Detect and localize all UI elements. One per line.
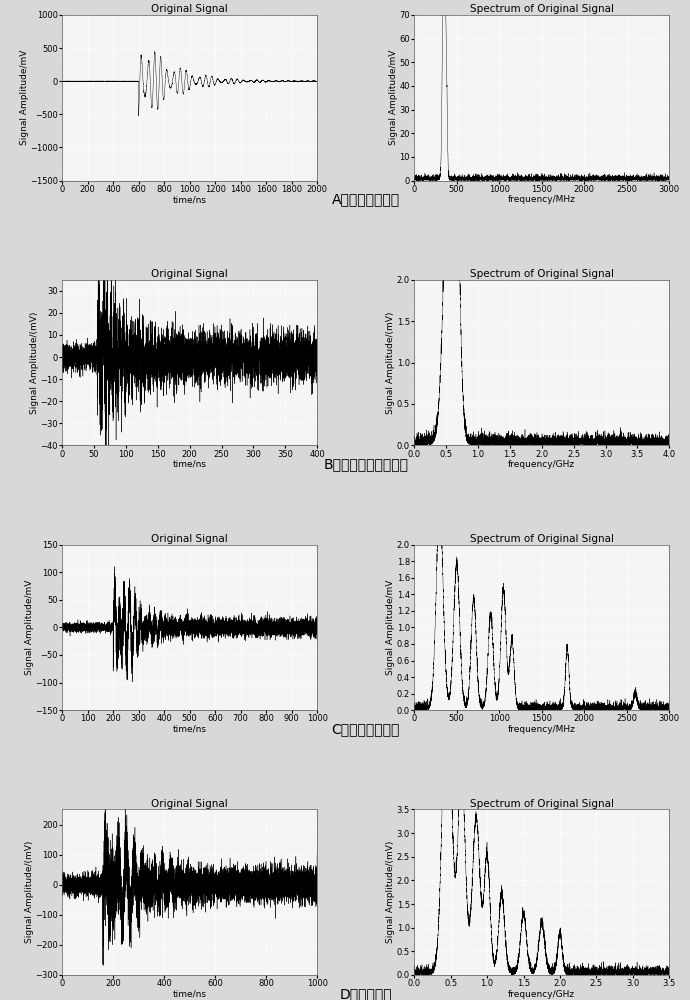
X-axis label: frequency/MHz: frequency/MHz: [508, 725, 575, 734]
Y-axis label: Signal Amplitude/(mV): Signal Amplitude/(mV): [30, 311, 39, 414]
X-axis label: time/ns: time/ns: [172, 195, 207, 204]
Text: C）外壳尖端放电: C）外壳尖端放电: [331, 722, 400, 736]
Y-axis label: Signal Amplitude/(mV): Signal Amplitude/(mV): [386, 841, 395, 943]
Title: Original Signal: Original Signal: [151, 799, 228, 809]
Y-axis label: Signal Amplitude/(mV): Signal Amplitude/(mV): [25, 841, 34, 943]
Title: Original Signal: Original Signal: [151, 534, 228, 544]
Title: Spectrum of Original Signal: Spectrum of Original Signal: [470, 4, 613, 14]
Y-axis label: Signal Amplitude/(mV): Signal Amplitude/(mV): [386, 311, 395, 414]
X-axis label: frequency/MHz: frequency/MHz: [508, 195, 575, 204]
X-axis label: time/ns: time/ns: [172, 460, 207, 469]
X-axis label: frequency/GHz: frequency/GHz: [508, 460, 575, 469]
Title: Original Signal: Original Signal: [151, 4, 228, 14]
Text: D）金属微粒: D）金属微粒: [339, 987, 392, 1000]
X-axis label: time/ns: time/ns: [172, 990, 207, 999]
Title: Spectrum of Original Signal: Spectrum of Original Signal: [470, 534, 613, 544]
Title: Original Signal: Original Signal: [151, 269, 228, 279]
Y-axis label: Signal Amplitude/mV: Signal Amplitude/mV: [386, 580, 395, 675]
X-axis label: frequency/GHz: frequency/GHz: [508, 990, 575, 999]
Y-axis label: Signal Amplitude/mV: Signal Amplitude/mV: [389, 50, 398, 145]
Y-axis label: Signal Amplitude/mV: Signal Amplitude/mV: [25, 580, 34, 675]
Y-axis label: Signal Amplitude/mV: Signal Amplitude/mV: [19, 50, 28, 145]
Title: Spectrum of Original Signal: Spectrum of Original Signal: [470, 269, 613, 279]
X-axis label: time/ns: time/ns: [172, 725, 207, 734]
Title: Spectrum of Original Signal: Spectrum of Original Signal: [470, 799, 613, 809]
Text: B）高压导体尖端放电: B）高压导体尖端放电: [323, 457, 408, 471]
Text: A）悬浮电位放电: A）悬浮电位放电: [332, 193, 400, 207]
